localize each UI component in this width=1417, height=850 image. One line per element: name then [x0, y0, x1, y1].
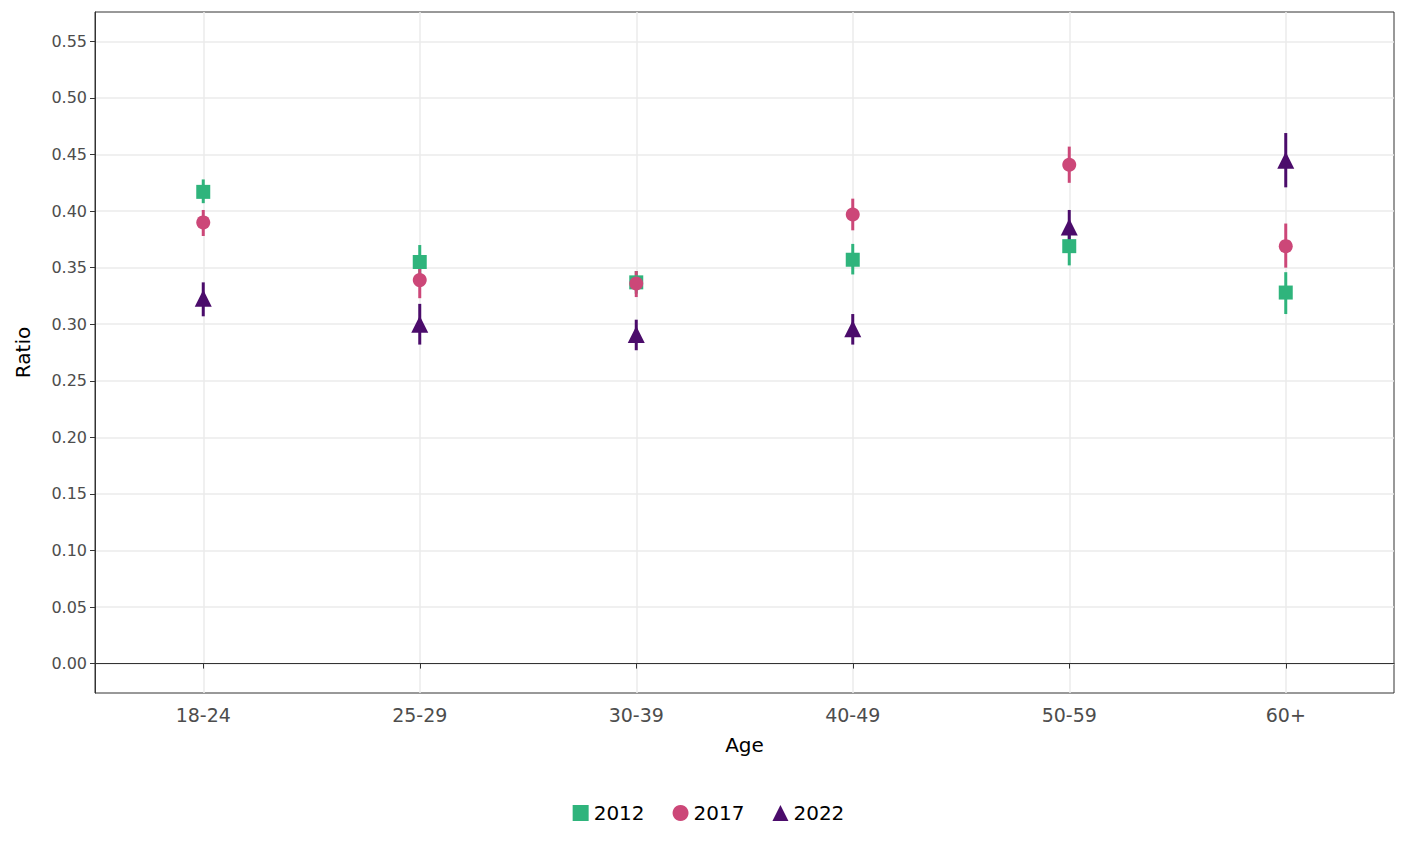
svg-text:0.55: 0.55	[51, 32, 87, 51]
svg-text:50-59: 50-59	[1042, 704, 1097, 726]
svg-text:Age: Age	[725, 733, 764, 757]
svg-text:0.35: 0.35	[51, 258, 87, 277]
svg-text:0.15: 0.15	[51, 484, 87, 503]
svg-text:0.05: 0.05	[51, 598, 87, 617]
svg-text:0.40: 0.40	[51, 202, 87, 221]
svg-text:30-39: 30-39	[609, 704, 664, 726]
svg-text:0.20: 0.20	[51, 428, 87, 447]
svg-text:18-24: 18-24	[176, 704, 231, 726]
svg-text:40-49: 40-49	[825, 704, 880, 726]
svg-text:2017: 2017	[694, 801, 745, 825]
svg-text:25-29: 25-29	[392, 704, 447, 726]
svg-text:0.25: 0.25	[51, 371, 87, 390]
svg-text:0.50: 0.50	[51, 88, 87, 107]
svg-text:Ratio: Ratio	[11, 327, 35, 378]
svg-text:0.00: 0.00	[51, 654, 87, 673]
svg-text:2012: 2012	[594, 801, 645, 825]
svg-text:60+: 60+	[1266, 704, 1306, 726]
svg-text:0.10: 0.10	[51, 541, 87, 560]
svg-text:0.45: 0.45	[51, 145, 87, 164]
svg-text:0.30: 0.30	[51, 315, 87, 334]
svg-text:2022: 2022	[793, 801, 844, 825]
